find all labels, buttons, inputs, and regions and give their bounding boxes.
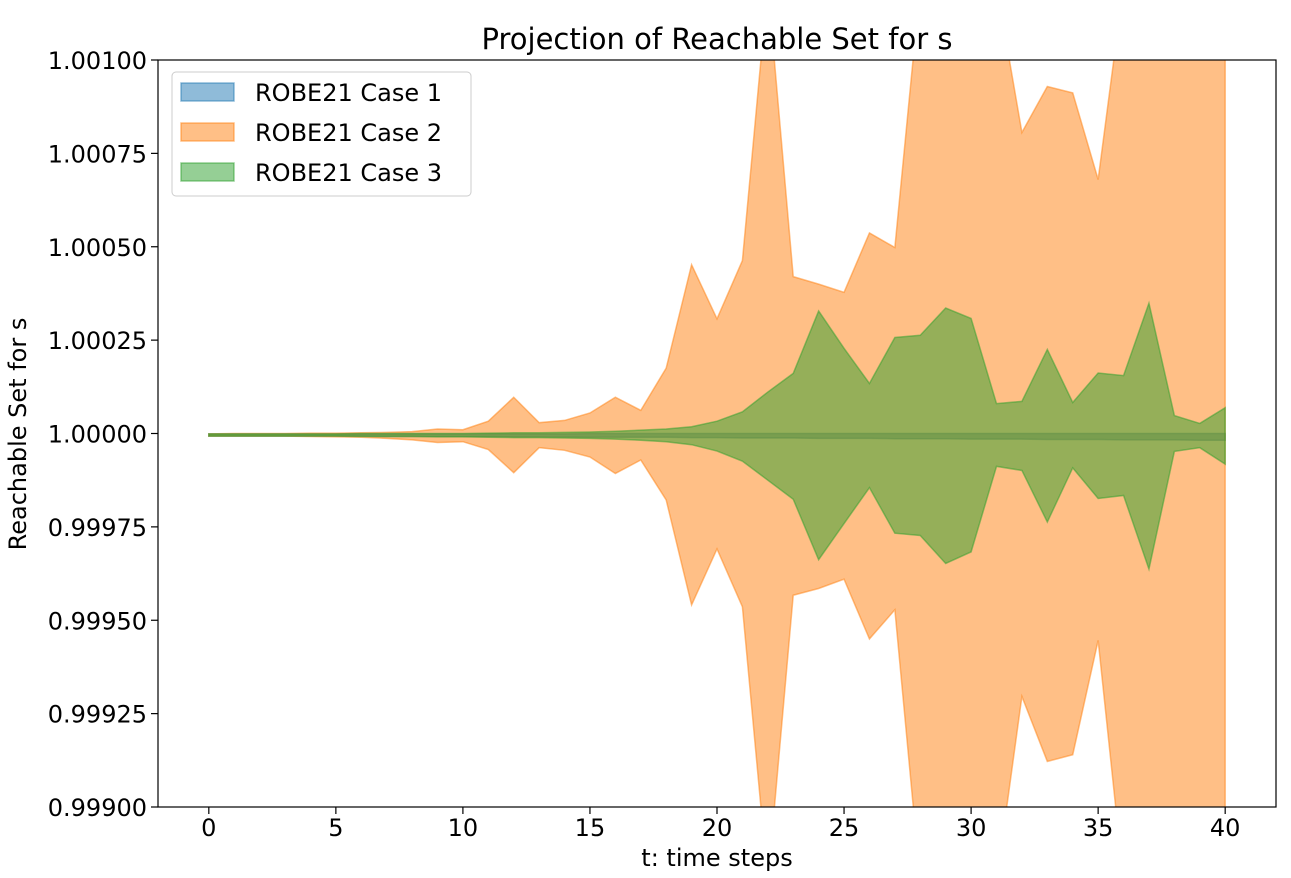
y-tick-label: 0.99950: [48, 607, 147, 635]
x-tick-label: 15: [575, 814, 606, 842]
y-tick-label: 0.99975: [48, 514, 147, 542]
x-tick-label: 0: [201, 814, 216, 842]
y-axis: 0.99900 0.99925 0.99950 0.99975 1.00000 1.000…: [48, 47, 158, 822]
legend-swatch-case-2: [180, 122, 235, 142]
y-tick-label: 0.99900: [48, 794, 147, 822]
x-tick-label: 40: [1210, 814, 1241, 842]
legend: ROBE21 Case 1 ROBE21 Case 2 ROBE21 Case 3: [171, 71, 472, 197]
legend-swatch-case-3: [180, 162, 235, 182]
chart-title: Projection of Reachable Set for s: [482, 22, 953, 56]
x-tick-label: 30: [956, 814, 987, 842]
x-tick-label: 10: [448, 814, 479, 842]
x-axis: 0 5 10 15 20 25 30 35 40: [201, 807, 1240, 842]
x-tick-label: 5: [328, 814, 343, 842]
legend-label-case-3: ROBE21 Case 3: [255, 159, 442, 187]
x-tick-label: 25: [829, 814, 860, 842]
legend-frame: [171, 71, 472, 197]
x-tick-label: 20: [702, 814, 733, 842]
legend-swatch-case-1: [180, 82, 235, 102]
y-tick-label: 1.00100: [48, 47, 147, 75]
series-band-case-3: [208, 300, 1226, 572]
y-tick-label: 1.00025: [48, 327, 147, 355]
series-layer: [208, 60, 1226, 807]
y-tick-label: 0.99925: [48, 701, 147, 729]
legend-label-case-2: ROBE21 Case 2: [255, 119, 442, 147]
y-tick-label: 1.00000: [48, 421, 147, 449]
legend-label-case-1: ROBE21 Case 1: [255, 79, 442, 107]
y-axis-label: Reachable Set for s: [4, 318, 32, 551]
x-tick-label: 35: [1083, 814, 1114, 842]
y-tick-label: 1.00050: [48, 234, 147, 262]
y-tick-label: 1.00075: [48, 140, 147, 168]
x-axis-label: t: time steps: [641, 844, 792, 872]
